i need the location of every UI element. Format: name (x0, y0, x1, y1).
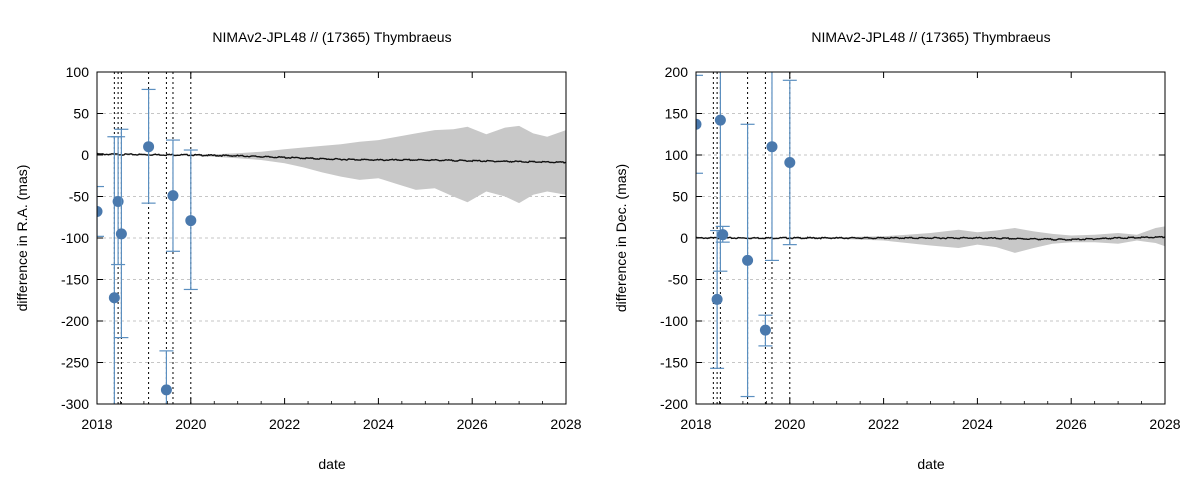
ra-mean-line (97, 152, 566, 164)
ra-data-point (160, 384, 172, 396)
panel-ra-title: NIMAv2-JPL48 // (17365) Thymbraeus (212, 29, 451, 45)
panel-dec-xlabel: date (917, 456, 944, 472)
dec-xtick-label: 2028 (1149, 416, 1180, 432)
ra-data-point (143, 141, 155, 153)
dec-ytick-label: -50 (668, 272, 688, 288)
panel-dec: NIMAv2-JPL48 // (17365) Thymbraeus date … (613, 29, 1181, 472)
dec-ytick-label: -200 (660, 396, 688, 412)
ra-xtick-label: 2020 (175, 416, 206, 432)
ra-xtick-label: 2026 (457, 416, 488, 432)
ra-xtick-label: 2024 (363, 416, 394, 432)
ra-ytick-label: 0 (81, 147, 89, 163)
ra-ytick-label: -300 (61, 396, 89, 412)
dec-ytick-label: -150 (660, 355, 688, 371)
dec-data-point (717, 229, 729, 241)
ra-xtick-label: 2022 (269, 416, 300, 432)
panel-ra-plot: 100 50 0 -50 -100 -150 -200 -250 -300 2018 2020 202… (61, 64, 582, 432)
ra-ytick-label: -150 (61, 272, 89, 288)
ra-ytick-label: -100 (61, 230, 89, 246)
dec-data-point (714, 114, 726, 126)
dec-xtick-label: 2026 (1056, 416, 1087, 432)
ra-uncertainty-band (190, 125, 566, 204)
panel-ra: NIMAv2-JPL48 // (17365) Thymbraeus date … (14, 29, 582, 472)
dec-xtick-label: 2024 (962, 416, 993, 432)
dec-data-point (784, 156, 796, 168)
ra-ytick-label: 50 (73, 106, 89, 122)
ra-data-point (97, 205, 103, 217)
ra-data-point (167, 190, 179, 202)
dec-data-point (766, 141, 778, 153)
dec-data-point (711, 293, 723, 305)
dec-data-point (742, 254, 754, 266)
dec-plot-area (696, 72, 1165, 404)
dec-data-point (759, 324, 771, 336)
dec-data-point (696, 118, 702, 130)
ra-data-point (108, 292, 120, 304)
panel-ra-ylabel: difference in R.A. (mas) (14, 165, 30, 312)
dec-ytick-label: 100 (665, 147, 689, 163)
dec-uncertainty-band (789, 226, 1165, 253)
ra-xtick-label: 2028 (550, 416, 581, 432)
dec-xtick-label: 2018 (680, 416, 711, 432)
panel-dec-title: NIMAv2-JPL48 // (17365) Thymbraeus (811, 29, 1050, 45)
dec-ytick-label: 150 (665, 106, 689, 122)
ra-data-point (115, 228, 127, 240)
ra-ytick-label: 100 (66, 64, 90, 80)
ra-ytick-label: -200 (61, 313, 89, 329)
ra-data-point (185, 215, 197, 227)
dec-frame (695, 71, 1166, 405)
ra-plot-area (97, 72, 566, 404)
panel-dec-plot: 200 150 100 50 0 -50 -100 -150 -200 2018 2020 2022 2… (660, 64, 1181, 432)
ra-frame (96, 71, 567, 405)
dec-ytick-label: 0 (680, 230, 688, 246)
ra-ytick-label: -250 (61, 355, 89, 371)
dec-ytick-label: -100 (660, 313, 688, 329)
dec-mean-line (696, 235, 1165, 242)
ra-ytick-label: -50 (69, 189, 89, 205)
dec-ytick-label: 200 (665, 64, 689, 80)
dec-xtick-label: 2020 (774, 416, 805, 432)
ra-xtick-label: 2018 (81, 416, 112, 432)
dec-xtick-label: 2022 (868, 416, 899, 432)
panel-dec-ylabel: difference in Dec. (mas) (613, 164, 629, 312)
panel-ra-xlabel: date (318, 456, 345, 472)
dec-ytick-label: 50 (672, 189, 688, 205)
